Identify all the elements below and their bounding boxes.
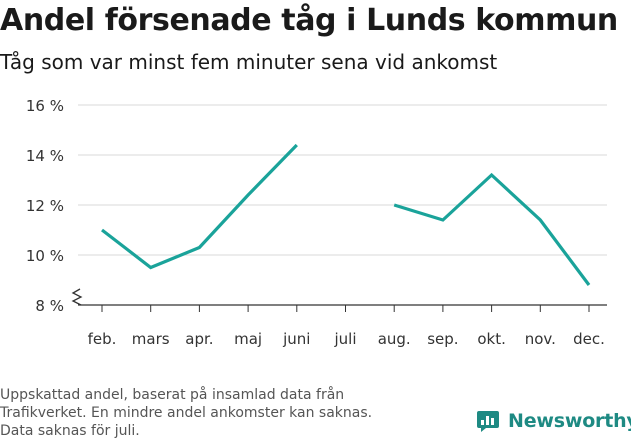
- x-tick-label: feb.: [88, 330, 117, 348]
- footnote-line: Uppskattad andel, baserat på insamlad da…: [0, 387, 345, 403]
- series-layer: [101, 143, 591, 286]
- x-tick-label: juni: [282, 330, 310, 348]
- chart-subtitle: Tåg som var minst fem minuter sena vid a…: [0, 50, 498, 74]
- logo-text: Newsworthy: [508, 410, 631, 432]
- y-tick-label: 14 %: [26, 147, 64, 165]
- y-tick-label: 12 %: [26, 197, 64, 215]
- newsworthy-logo-icon: [477, 411, 499, 432]
- axis-break-marker: [71, 288, 83, 306]
- x-tick-label: mars: [132, 330, 170, 348]
- x-tick-label: maj: [234, 330, 262, 348]
- x-tick-label: juli: [333, 330, 356, 348]
- label-layer: 8 % 10 % 12 % 14 % 16 % feb. mars apr. maj juni ju…: [26, 97, 605, 348]
- series-line: [101, 143, 298, 270]
- grid-layer: [78, 104, 607, 256]
- x-tick-label: apr.: [185, 330, 213, 348]
- y-tick-label: 10 %: [26, 247, 64, 265]
- axis-layer: [71, 288, 607, 312]
- x-tick-label: okt.: [477, 330, 506, 348]
- x-tick-label: dec.: [573, 330, 605, 348]
- footnote-line: Data saknas för juli.: [0, 423, 140, 439]
- footnote: Uppskattad andel, baserat på insamlad da…: [0, 386, 440, 439]
- footnote-line: Trafikverket. En mindre andel ankomster …: [0, 405, 373, 421]
- newsworthy-logo[interactable]: Newsworthy: [476, 409, 631, 433]
- y-tick-label: 8 %: [35, 297, 64, 315]
- x-tick-label: sep.: [427, 330, 458, 348]
- y-tick-label: 16 %: [26, 97, 64, 115]
- x-tick-label: nov.: [525, 330, 556, 348]
- x-tick-label: aug.: [378, 330, 411, 348]
- chart-title: Andel försenade tåg i Lunds kommun: [0, 3, 618, 38]
- series-line: [393, 172, 591, 286]
